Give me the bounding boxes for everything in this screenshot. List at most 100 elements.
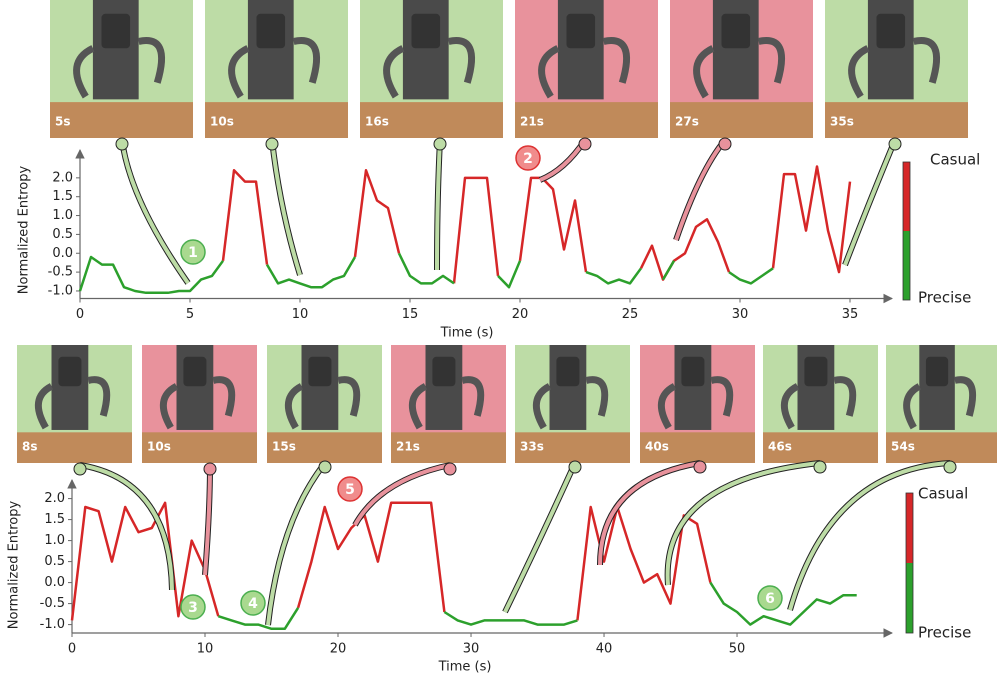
arrow-outline bbox=[119, 139, 191, 285]
frame-caption: 10s bbox=[210, 115, 234, 129]
arrow bbox=[503, 462, 577, 613]
y-tick-label: 1.0 bbox=[44, 533, 65, 548]
step-marker bbox=[180, 239, 206, 265]
arrow-head bbox=[693, 460, 707, 474]
robot-head bbox=[308, 356, 332, 387]
y-axis-label: Normalized Entropy bbox=[7, 501, 22, 630]
robot-arm bbox=[602, 37, 631, 84]
arrow-head bbox=[718, 137, 732, 151]
step-label: 2 bbox=[523, 151, 533, 167]
robot-arm bbox=[585, 376, 609, 417]
robot-head bbox=[432, 356, 456, 387]
arrow-head bbox=[813, 460, 827, 474]
frame-caption: 21s bbox=[520, 115, 544, 129]
x-tick-label: 30 bbox=[463, 642, 480, 657]
arrow-head bbox=[265, 137, 279, 151]
legend-label: Casual bbox=[930, 151, 980, 169]
frame-caption: 33s bbox=[520, 440, 544, 454]
table bbox=[825, 102, 968, 138]
x-tick-label: 10 bbox=[197, 642, 214, 657]
robot-arm bbox=[228, 45, 250, 99]
robot-arm bbox=[657, 383, 677, 430]
legend-swatch bbox=[903, 231, 910, 300]
x-tick-label: 15 bbox=[402, 307, 419, 322]
step-label: 6 bbox=[765, 591, 775, 607]
robot-arm bbox=[212, 376, 236, 417]
robot-head bbox=[58, 356, 82, 387]
robot-arm bbox=[833, 376, 857, 417]
x-tick-label: 0 bbox=[68, 642, 76, 657]
robot-arm bbox=[447, 37, 476, 84]
legend-swatch bbox=[906, 563, 913, 633]
arrow-head bbox=[578, 137, 592, 151]
step-marker bbox=[337, 476, 363, 502]
table bbox=[515, 432, 630, 463]
legend-label: Precise bbox=[918, 289, 971, 307]
arrow bbox=[266, 461, 327, 626]
table bbox=[50, 102, 193, 138]
arrow-head bbox=[115, 137, 129, 151]
robot-arm bbox=[87, 376, 111, 417]
frame-caption: 15s bbox=[272, 440, 296, 454]
arrow-outline bbox=[538, 138, 588, 183]
legend-swatch bbox=[906, 493, 913, 563]
frame-caption: 8s bbox=[22, 440, 38, 454]
legend-label: Casual bbox=[918, 485, 968, 503]
table bbox=[267, 432, 382, 463]
robot-head bbox=[925, 356, 949, 387]
table bbox=[670, 102, 813, 138]
x-tick-label: 40 bbox=[596, 642, 613, 657]
table bbox=[515, 102, 658, 138]
table bbox=[17, 432, 132, 463]
legend-swatch bbox=[903, 162, 910, 231]
robot-arm bbox=[284, 383, 304, 430]
step-label: 4 bbox=[248, 596, 258, 612]
frame-caption: 16s bbox=[365, 115, 389, 129]
x-tick-label: 20 bbox=[512, 307, 529, 322]
arrow bbox=[79, 463, 174, 591]
robot-head bbox=[681, 356, 705, 387]
table bbox=[205, 102, 348, 138]
frame-caption: 54s bbox=[891, 440, 915, 454]
entropy-line bbox=[221, 165, 852, 284]
arrow-head bbox=[203, 462, 217, 476]
frame-caption: 40s bbox=[645, 440, 669, 454]
step-label: 3 bbox=[188, 600, 198, 616]
robot-head bbox=[876, 13, 906, 49]
y-tick-label: -0.5 bbox=[40, 596, 65, 611]
y-tick-label: 2.0 bbox=[44, 491, 65, 506]
robot-arm bbox=[408, 383, 428, 430]
arrow bbox=[788, 461, 951, 611]
table bbox=[886, 432, 997, 463]
y-tick-label: 0.5 bbox=[52, 227, 73, 242]
x-tick-label: 10 bbox=[292, 307, 309, 322]
frame-caption: 10s bbox=[147, 440, 171, 454]
arrow-head bbox=[943, 460, 957, 474]
arrow bbox=[843, 139, 897, 266]
robot-head bbox=[804, 356, 828, 387]
robot-arm bbox=[137, 37, 166, 84]
y-tick-label: -1.0 bbox=[40, 617, 65, 632]
x-axis-label: Time (s) bbox=[440, 326, 494, 341]
table bbox=[142, 432, 257, 463]
table bbox=[640, 432, 755, 463]
arrow-head bbox=[318, 460, 332, 474]
robot-head bbox=[256, 13, 286, 49]
robot-arm bbox=[292, 37, 321, 84]
step-label: 5 bbox=[345, 482, 355, 498]
step-marker bbox=[757, 585, 783, 611]
arrow-head bbox=[888, 137, 902, 151]
y-tick-label: -1.0 bbox=[48, 283, 73, 298]
y-tick-label: 0.5 bbox=[44, 554, 65, 569]
arrow bbox=[270, 139, 302, 276]
robot-arm bbox=[73, 45, 95, 99]
arrow bbox=[435, 139, 442, 271]
arrow-head bbox=[443, 462, 457, 476]
entropy-line bbox=[217, 581, 857, 631]
y-tick-label: 1.5 bbox=[52, 189, 73, 204]
robot-arm bbox=[912, 37, 941, 84]
arrow bbox=[353, 463, 451, 526]
table bbox=[391, 432, 506, 463]
x-tick-label: 0 bbox=[76, 307, 84, 322]
step-label: 1 bbox=[188, 245, 198, 261]
